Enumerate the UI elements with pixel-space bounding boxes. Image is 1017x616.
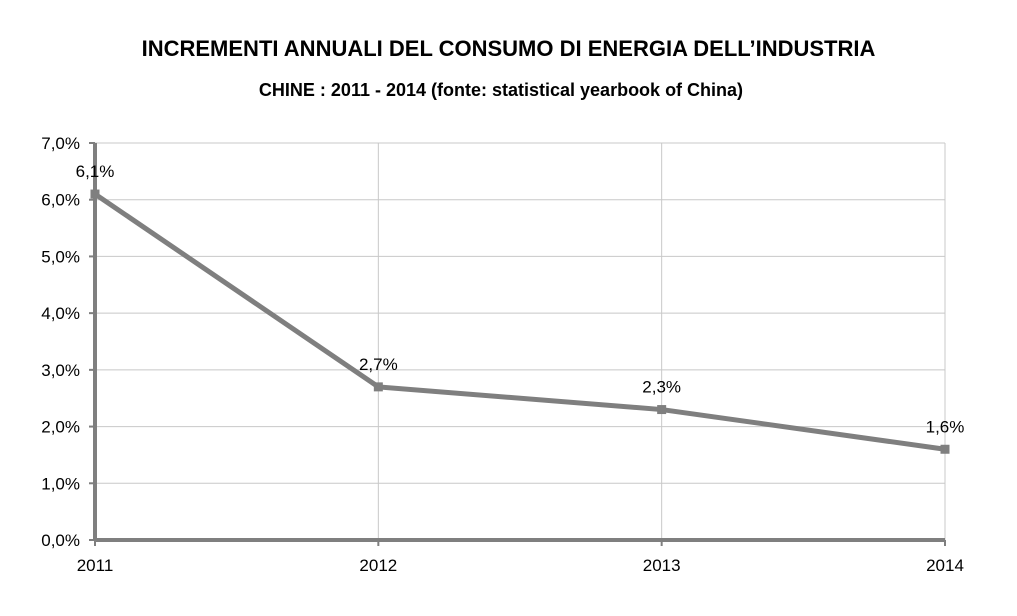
data-label: 6,1% bbox=[76, 162, 115, 181]
y-tick-label: 7,0% bbox=[41, 134, 80, 153]
chart-title: INCREMENTI ANNUALI DEL CONSUMO DI ENERGI… bbox=[141, 36, 876, 61]
y-tick-label: 2,0% bbox=[41, 418, 80, 437]
series bbox=[90, 189, 950, 454]
x-tick-label: 2014 bbox=[926, 556, 964, 575]
y-tick-label: 5,0% bbox=[41, 247, 80, 266]
gridlines bbox=[95, 142, 946, 540]
data-point-marker bbox=[373, 382, 383, 392]
x-tick-label: 2011 bbox=[77, 556, 114, 575]
y-tick-label: 1,0% bbox=[41, 474, 80, 493]
data-label: 1,6% bbox=[926, 417, 965, 436]
x-axis-ticks: 2011 2012 2013 2014 bbox=[77, 540, 964, 575]
chart-subtitle: CHINE : 2011 - 2014 (fonte: statistical … bbox=[258, 80, 744, 100]
y-axis-ticks: 0,0% 1,0% 2,0% 3,0% 4,0% 5,0% 6,0% 7,0% bbox=[41, 134, 95, 550]
data-labels: 6,1% 2,7% 2,3% 1,6% bbox=[76, 162, 965, 436]
y-tick-label: 6,0% bbox=[41, 191, 80, 210]
data-point-marker bbox=[657, 405, 667, 415]
x-tick-label: 2012 bbox=[359, 556, 397, 575]
data-point-marker bbox=[90, 189, 100, 199]
y-tick-label: 4,0% bbox=[41, 304, 80, 323]
axes bbox=[93, 143, 945, 542]
series-line bbox=[93, 191, 946, 452]
y-tick-label: 0,0% bbox=[41, 531, 80, 550]
data-point-marker bbox=[940, 444, 950, 454]
x-tick-label: 2013 bbox=[643, 556, 681, 575]
data-label: 2,7% bbox=[359, 355, 398, 374]
y-tick-label: 3,0% bbox=[41, 361, 80, 380]
data-label: 2,3% bbox=[642, 378, 681, 397]
